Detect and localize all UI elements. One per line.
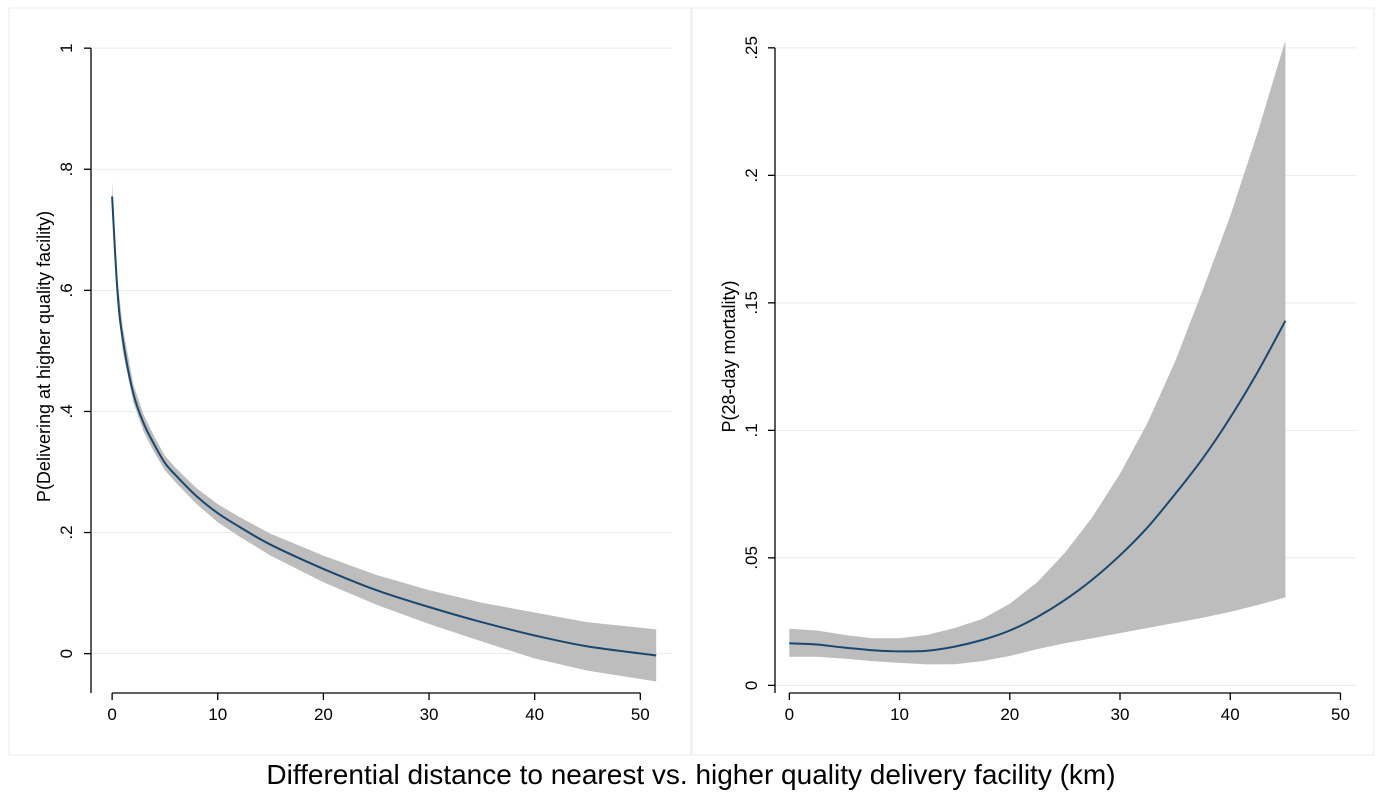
x-tick-label: 50	[631, 705, 650, 724]
shared-x-axis-title: Differential distance to nearest vs. hig…	[266, 759, 1115, 790]
left-chart: 0.2.4.6.810 10 20 30 40 50P(Delivering at hig…	[34, 43, 672, 724]
y-tick-label: .6	[57, 283, 76, 297]
x-tick-label: 10	[890, 705, 909, 724]
y-tick-label: .15	[742, 291, 761, 315]
x-tick-label: 0	[107, 705, 116, 724]
y-tick-label: .8	[57, 162, 76, 176]
x-tick-label: 30	[1111, 705, 1130, 724]
y-tick-label: .4	[57, 404, 76, 418]
y-tick-label: .2	[57, 525, 76, 539]
y-tick-label: 1	[57, 43, 76, 52]
x-tick-label: 40	[525, 705, 544, 724]
y-axis-title: P(28-day mortality)	[719, 280, 739, 432]
y-axis-title: P(Delivering at higher quality facility)	[34, 211, 54, 502]
right-chart: 0 .05 .1 .15 .2 .25 0 10 20 30 40 50 P(28-day mortal…	[719, 36, 1357, 724]
x-tick-label: 20	[1000, 705, 1019, 724]
x-tick-label: 50	[1331, 705, 1350, 724]
x-tick-label: 0	[785, 705, 794, 724]
y-tick-label: .1	[742, 423, 761, 437]
x-tick-label: 40	[1221, 705, 1240, 724]
y-tick-label: 0	[57, 649, 76, 658]
y-tick-label: 0	[742, 681, 761, 690]
x-tick-label: 30	[420, 705, 439, 724]
fitted-line	[111, 196, 657, 657]
confidence-band	[112, 181, 657, 682]
confidence-band	[789, 40, 1286, 665]
x-tick-label: 20	[314, 705, 333, 724]
fitted-line	[789, 320, 1287, 653]
y-tick-label: .05	[742, 546, 761, 570]
y-tick-label: .2	[742, 168, 761, 182]
x-tick-label: 10	[208, 705, 227, 724]
y-tick-label: .25	[742, 36, 761, 60]
